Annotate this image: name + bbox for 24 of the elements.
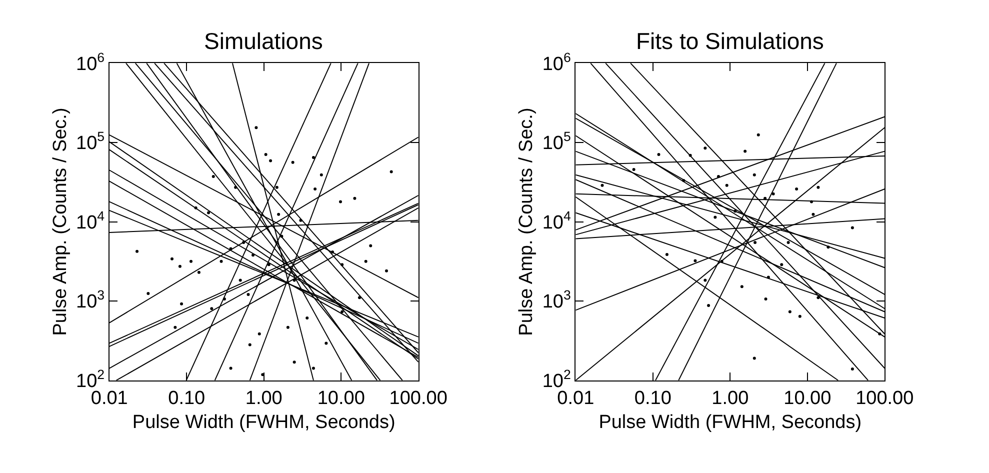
y-tick-label: 10$^{5}$	[76, 129, 105, 154]
x-axis-title: Pulse Width (FWHM, Seconds)	[598, 412, 862, 433]
x-tick-label: 10.00	[784, 388, 832, 410]
y-axis-title: Pulse Amp. (Counts / Sec.)	[516, 108, 538, 336]
y-tick-label: 10$^{6}$	[542, 50, 571, 75]
x-tick-label: 0.10	[634, 388, 672, 410]
chart-title: Fits to Simulations	[636, 28, 824, 54]
y-tick-label: 10$^{5}$	[542, 129, 571, 154]
y-tick-label: 10$^{3}$	[542, 288, 571, 313]
x-tick-label: 100.00	[856, 388, 914, 410]
x-tick-label: 1.00	[245, 388, 282, 410]
x-tick-label: 100.00	[389, 388, 448, 410]
x-axis-title: Pulse Width (FWHM, Seconds)	[132, 412, 396, 433]
y-axis-title: Pulse Amp. (Counts / Sec.)	[50, 108, 71, 336]
x-tick-label: 10.00	[317, 388, 365, 410]
x-tick-label: 0.01	[557, 388, 594, 410]
y-tick-label: 10$^{4}$	[542, 208, 571, 234]
y-tick-label: 10$^{3}$	[76, 288, 105, 313]
x-tick-label: 0.10	[168, 388, 206, 410]
x-tick-label: 0.01	[90, 388, 128, 410]
y-tick-label: 10$^{4}$	[76, 208, 105, 234]
x-tick-label: 1.00	[712, 388, 749, 410]
chart-title: Simulations	[204, 28, 323, 54]
y-tick-label: 10$^{6}$	[76, 50, 105, 75]
